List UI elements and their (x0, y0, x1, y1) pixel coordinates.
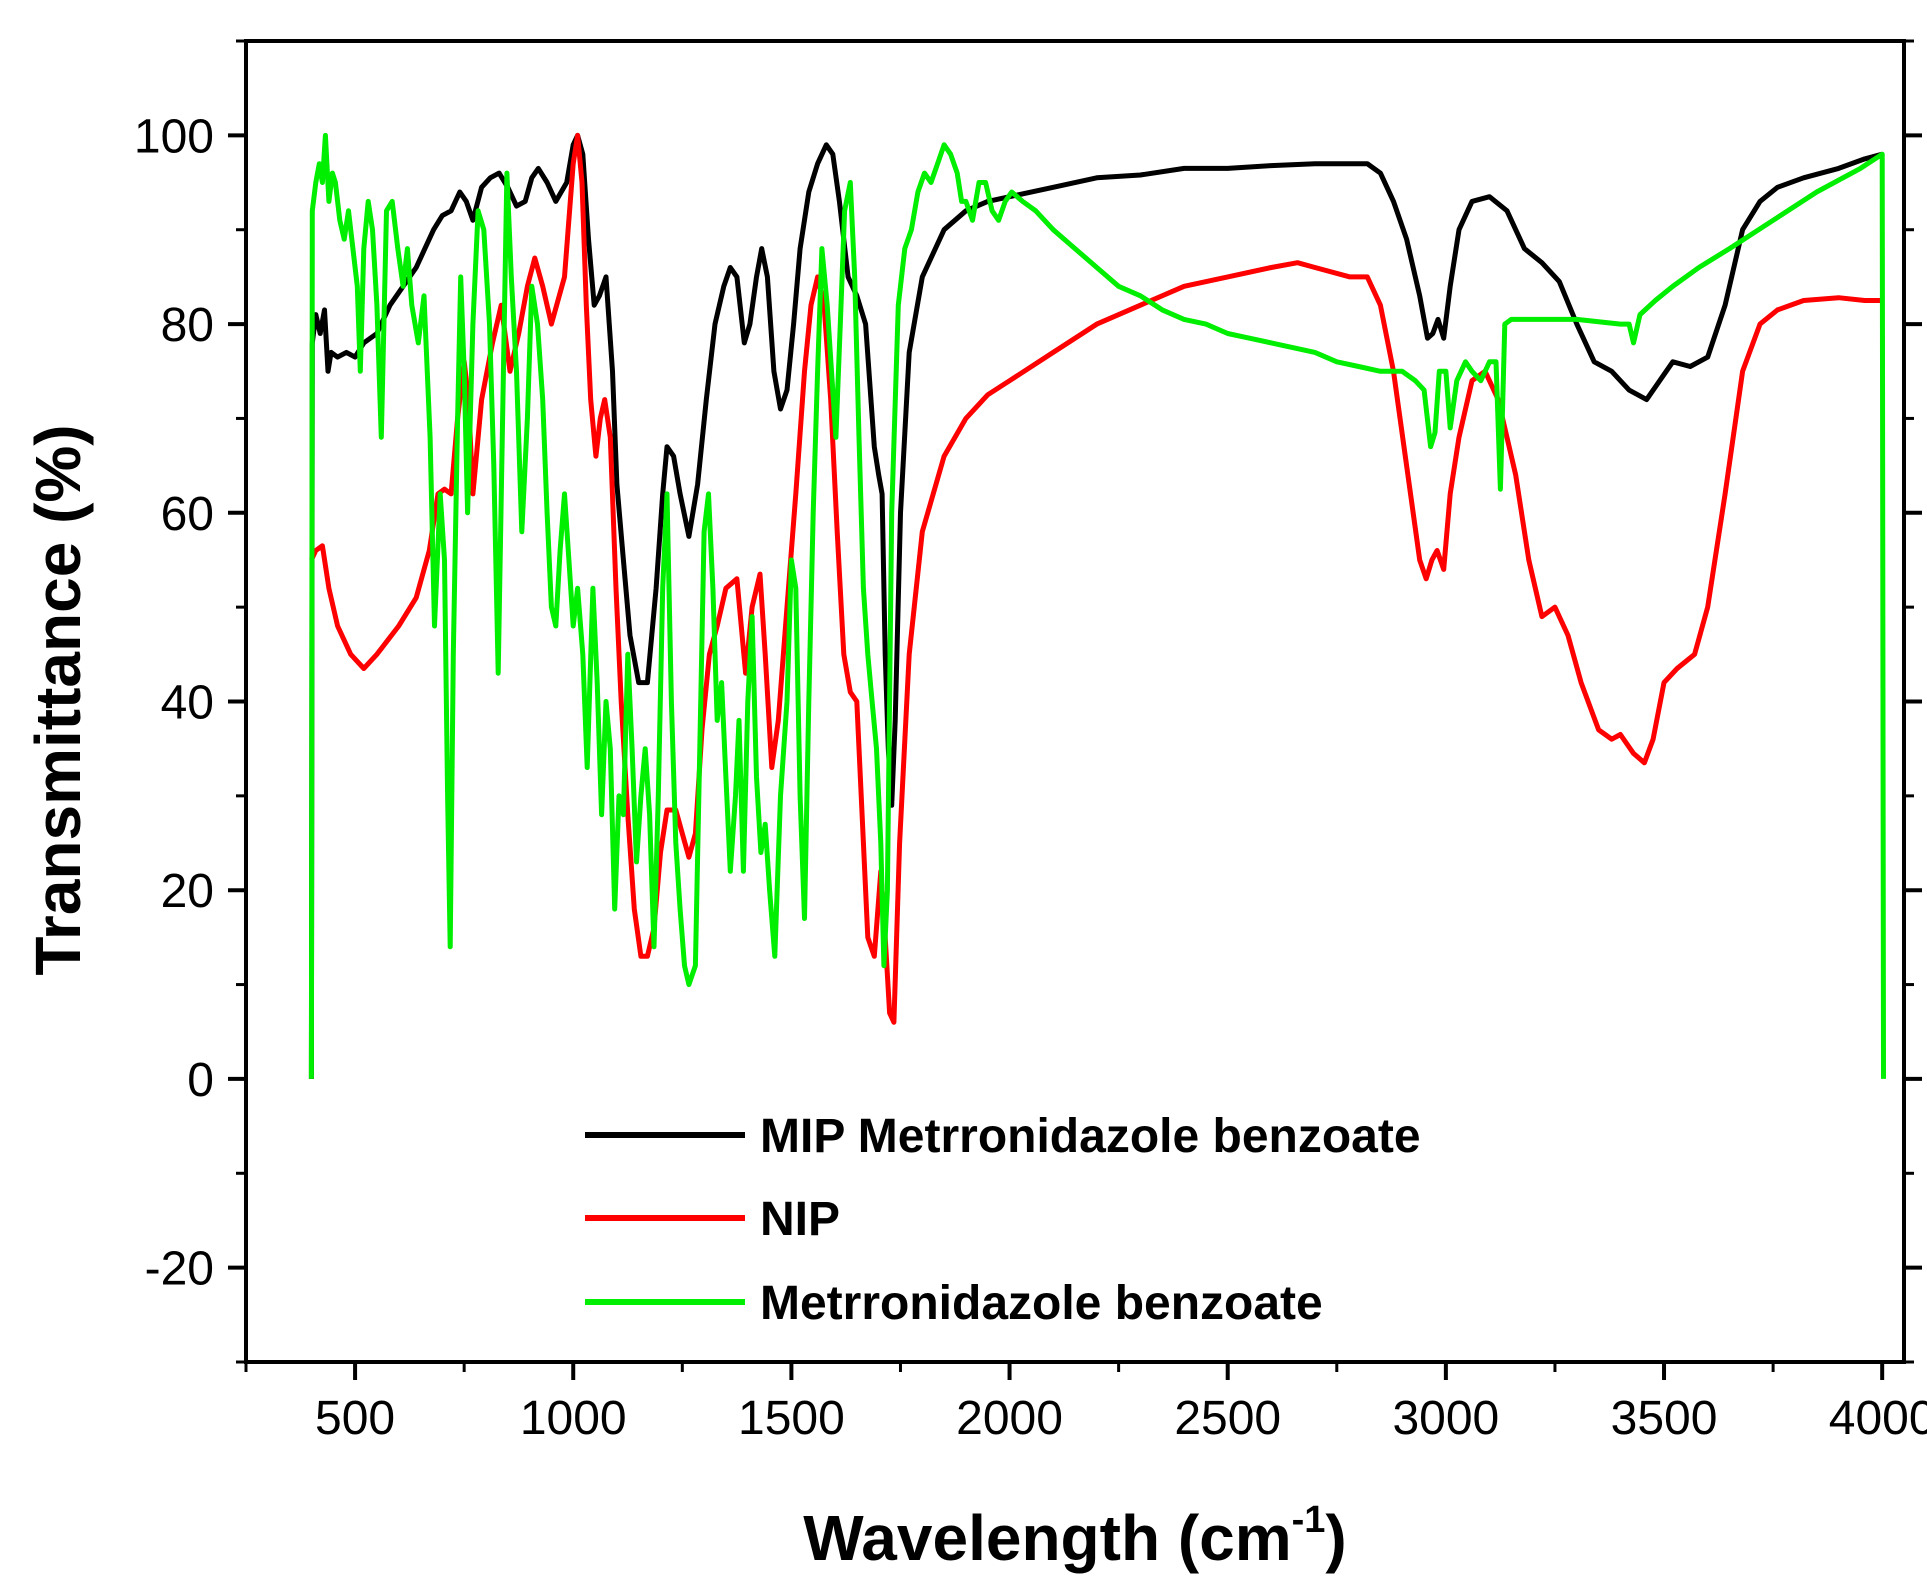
x-tick-label: 2500 (1174, 1392, 1281, 1445)
series-line-2 (308, 132, 1886, 1079)
x-tick-label: 2000 (956, 1392, 1063, 1445)
x-tick-label: 3000 (1392, 1392, 1499, 1445)
x-axis-title-main: Wavelength (cm (803, 1502, 1291, 1574)
x-axis-title-superscript: -1 (1292, 1499, 1326, 1541)
series-line-0 (308, 132, 1883, 1079)
y-tick-label: 80 (161, 299, 214, 352)
y-tick-label: 0 (187, 1054, 214, 1107)
y-tick-label: 20 (161, 865, 214, 918)
x-axis-title-suffix: ) (1325, 1502, 1346, 1574)
y-axis-title: Transmittance (%) (22, 424, 94, 975)
series-line-1 (309, 132, 1883, 1025)
x-axis: 500 1000 1500 2000 2500 3000 3500 4000 (244, 1362, 1927, 1445)
legend-label-nip: NIP (760, 1193, 840, 1246)
series-group (308, 132, 1886, 1079)
x-tick-label: 3500 (1611, 1392, 1718, 1445)
plot-frame (244, 39, 1906, 1364)
legend: MIP Metrronidazole benzoate NIP Metrroni… (585, 1110, 1421, 1330)
x-tick-label: 4000 (1829, 1392, 1927, 1445)
x-tick-label: 1000 (520, 1392, 627, 1445)
legend-label-mip: MIP Metrronidazole benzoate (760, 1110, 1421, 1163)
x-tick-label: 1500 (738, 1392, 845, 1445)
plot-area (308, 132, 1886, 1079)
y-tick-label: 100 (134, 110, 214, 163)
y-axis: -20 0 20 40 60 80 100 (134, 39, 1922, 1364)
y-tick-label: 60 (161, 488, 214, 541)
y-tick-label: -20 (145, 1243, 214, 1296)
legend-label-metronidazole: Metrronidazole benzoate (760, 1277, 1323, 1330)
x-axis-title: Wavelength (cm-1) (803, 1499, 1346, 1574)
x-tick-label: 500 (315, 1392, 395, 1445)
y-tick-label: 40 (161, 677, 214, 730)
